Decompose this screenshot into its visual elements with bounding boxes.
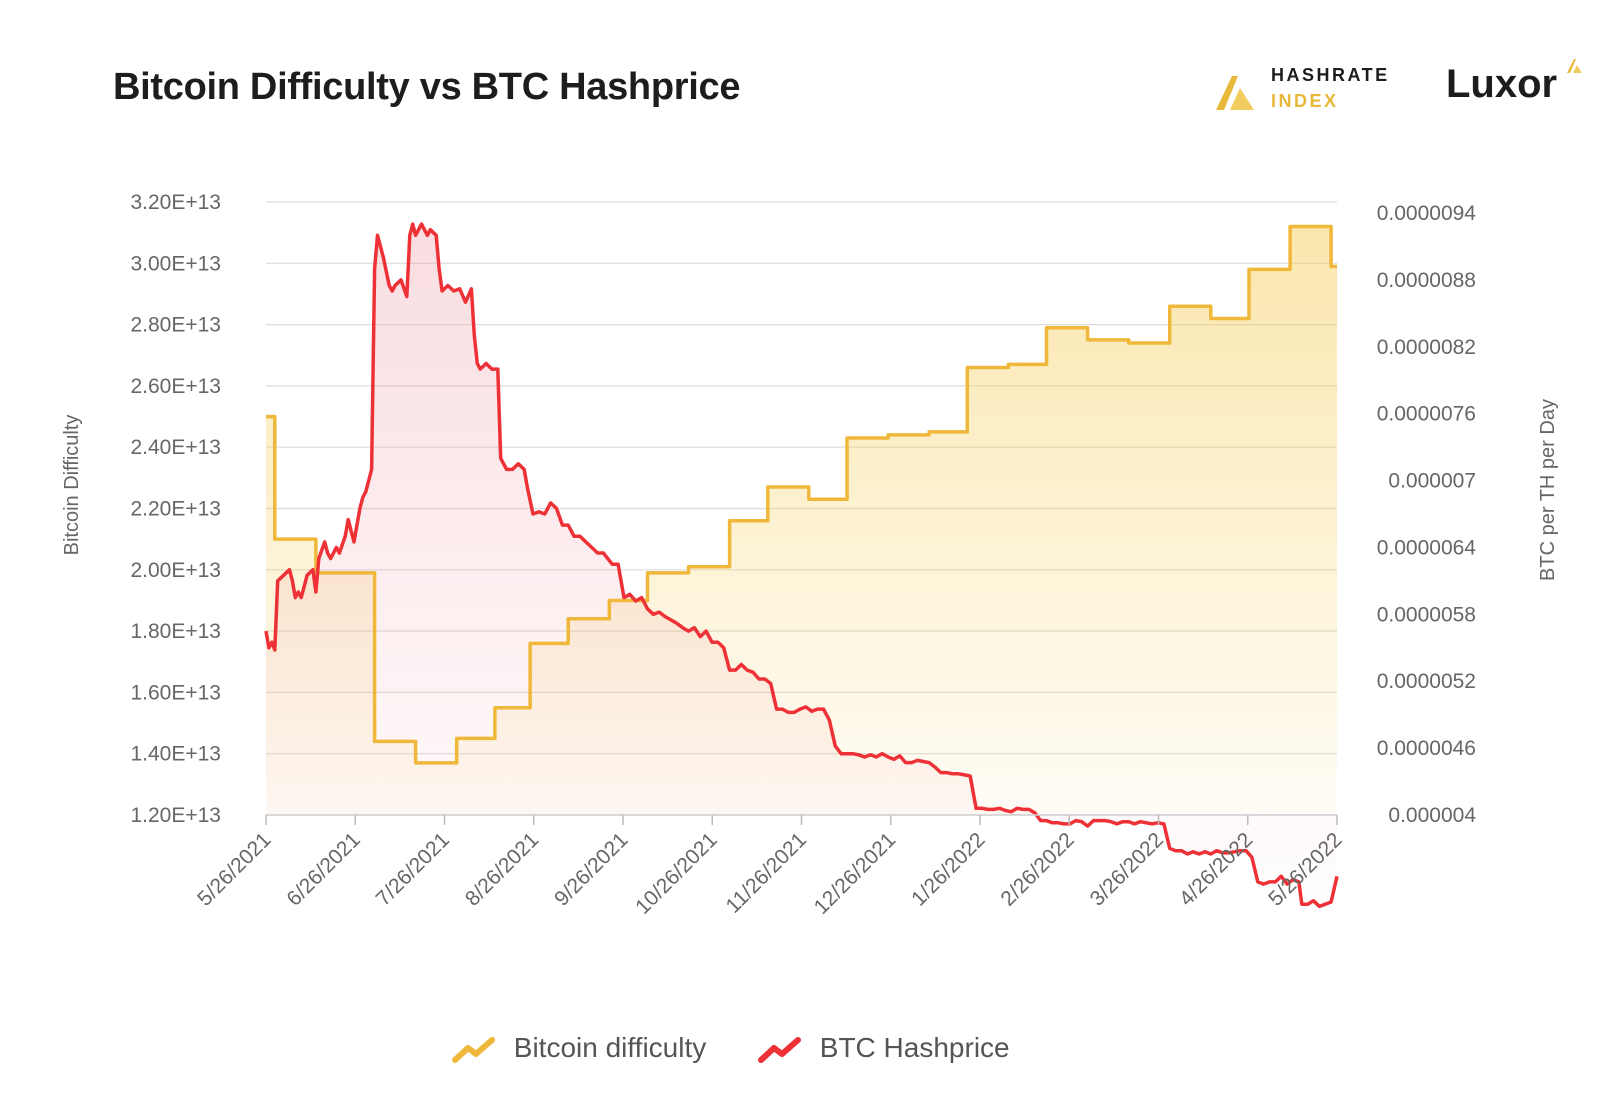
index-label: INDEX: [1271, 91, 1339, 111]
series-line-hashprice: [264, 222, 1339, 909]
x-tick-label: 12/26/2021: [810, 828, 901, 919]
legend-item-difficulty[interactable]: Bitcoin difficulty: [452, 1032, 706, 1064]
y-axis-left: 1.20E+13 1.40E+13 1.60E+13 1.80E+13 2.00E+13…: [130, 191, 221, 827]
x-tick-label: 11/26/2021: [722, 828, 811, 917]
y-left-tick-label: 2.60E+13: [130, 375, 221, 398]
y-right-tick-label: 0.000004: [1388, 804, 1476, 827]
chart-title: Bitcoin Difficulty vs BTC Hashprice: [113, 66, 741, 108]
y-right-tick-label: 0.0000052: [1377, 670, 1476, 693]
luxor-wordmark: Luxor: [1446, 62, 1558, 106]
y-right-tick-label: 0.0000088: [1377, 269, 1476, 292]
hashrate-label: HASHRATE: [1271, 65, 1390, 85]
x-tick-label: 2/26/2022: [996, 828, 1078, 910]
y-left-tick-label: 1.80E+13: [130, 620, 221, 643]
hashrate-index-logo: HASHRATE INDEX: [1208, 60, 1408, 120]
y-right-tick-label: 0.0000046: [1377, 737, 1476, 760]
y-right-tick-label: 0.0000094: [1377, 202, 1477, 225]
y-axis-right-title: BTC per TH per Day: [1537, 399, 1559, 581]
hashrate-index-icon: [1216, 76, 1254, 110]
y-right-tick-label: 0.0000064: [1377, 536, 1477, 559]
y-left-tick-label: 1.40E+13: [130, 743, 221, 766]
x-tick-label: 6/26/2021: [282, 828, 364, 910]
x-tick-label: 7/26/2021: [372, 828, 454, 910]
y-left-tick-label: 1.20E+13: [130, 804, 221, 827]
x-tick-label: 10/26/2021: [631, 828, 722, 919]
y-left-tick-label: 2.80E+13: [130, 314, 221, 337]
legend-line-icon-yellow: [452, 1036, 495, 1063]
legend-label-difficulty: Bitcoin difficulty: [513, 1032, 707, 1063]
y-left-tick-label: 3.00E+13: [130, 252, 221, 275]
legend-line-icon-red: [758, 1036, 801, 1063]
y-left-tick-label: 3.20E+13: [130, 191, 221, 214]
x-tick-label: 9/26/2021: [550, 828, 632, 910]
legend-item-hashprice[interactable]: BTC Hashprice: [758, 1032, 1010, 1064]
x-tick-label: 8/26/2021: [461, 828, 543, 910]
y-right-tick-label: 0.0000076: [1377, 403, 1476, 426]
luxor-mark-icon: [1567, 59, 1582, 73]
y-axis-left-title: Bitcoin Difficulty: [61, 415, 83, 556]
y-left-tick-label: 2.40E+13: [130, 436, 221, 459]
y-right-tick-label: 0.0000082: [1377, 336, 1476, 359]
y-left-tick-label: 2.20E+13: [130, 498, 221, 521]
legend-label-hashprice: BTC Hashprice: [819, 1032, 1010, 1063]
x-tick-label: 3/26/2022: [1086, 828, 1168, 910]
y-left-tick-label: 1.60E+13: [130, 681, 221, 704]
y-left-tick-label: 2.00E+13: [130, 559, 221, 582]
luxor-logo: Luxor: [1446, 59, 1606, 120]
x-tick-label: 1/26/2022: [907, 828, 989, 910]
x-tick-label: 5/26/2021: [193, 828, 275, 910]
series-area-hashprice: [266, 224, 1337, 907]
y-right-tick-label: 0.0000058: [1377, 603, 1476, 626]
y-right-tick-label: 0.000007: [1388, 470, 1476, 493]
y-axis-right: 0.000004 0.0000046 0.0000052 0.0000058 0.000…: [1377, 202, 1477, 827]
series-line-difficulty: [266, 224, 1337, 765]
